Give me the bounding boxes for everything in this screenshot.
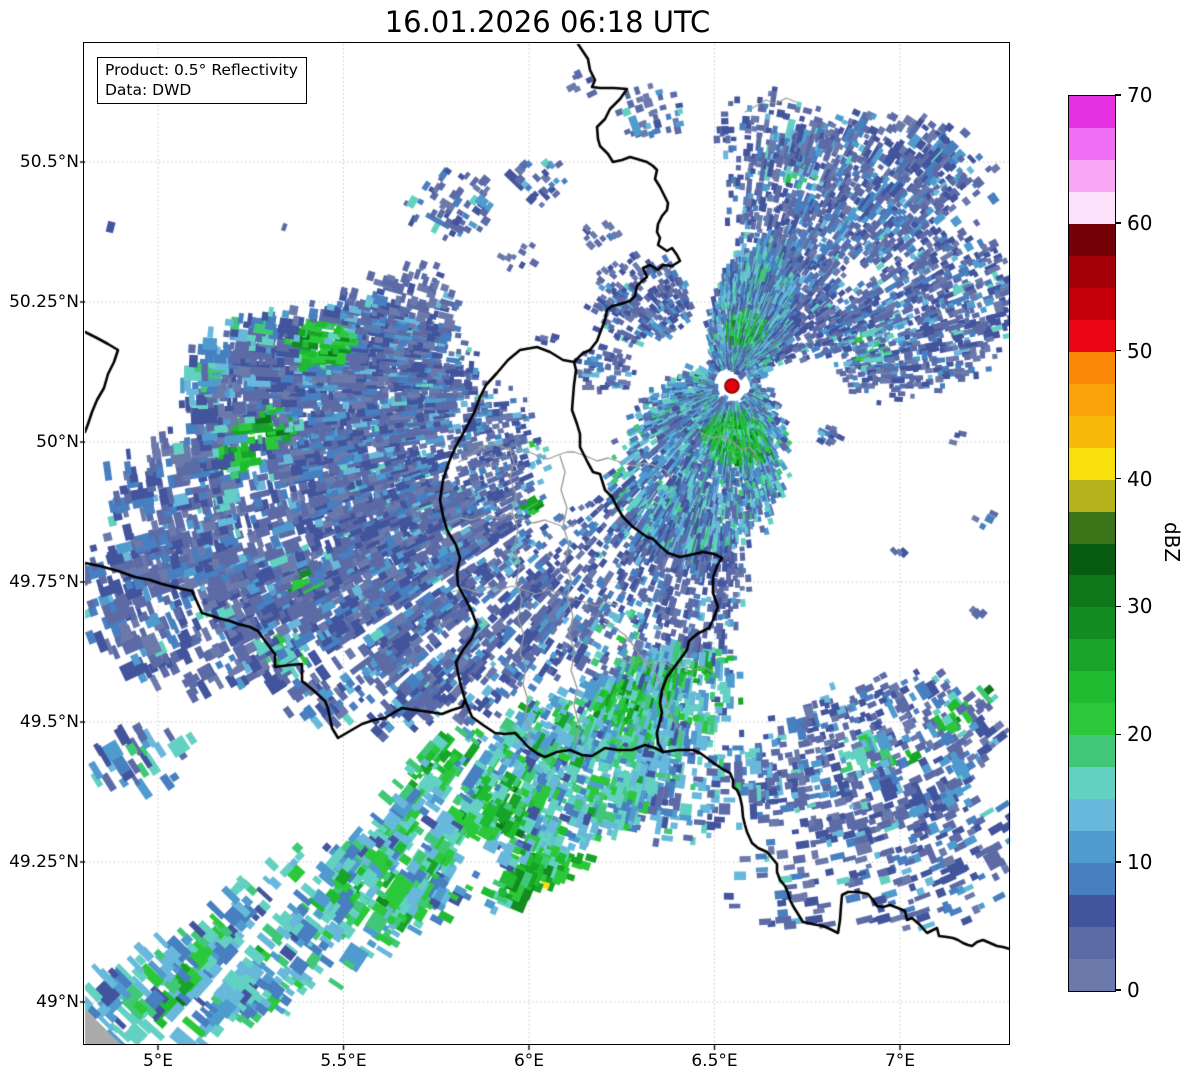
colorbar-segment — [1069, 766, 1115, 800]
colorbar-tick-label: 10 — [1127, 850, 1153, 875]
colorbar-segment — [1069, 447, 1115, 480]
colorbar-segment — [1069, 191, 1115, 224]
x-tick-label: 6°E — [513, 1051, 545, 1071]
data-source-line: Data: DWD — [105, 81, 192, 100]
colorbar-segment — [1069, 287, 1115, 320]
x-tick-label: 5°E — [142, 1051, 174, 1071]
colorbar-segment — [1069, 798, 1115, 832]
y-tick-label: 49.25°N — [9, 852, 79, 872]
colorbar-segment — [1069, 543, 1115, 576]
x-tick-label: 7°E — [884, 1051, 916, 1071]
colorbar-segment — [1069, 894, 1115, 928]
colorbar-segment — [1069, 255, 1115, 288]
colorbar-segment — [1069, 670, 1115, 704]
colorbar-segment — [1069, 734, 1115, 768]
colorbar-segment — [1069, 415, 1115, 448]
colorbar-segment — [1069, 574, 1115, 608]
colorbar-tick-label: 20 — [1127, 722, 1153, 747]
plot-title: 16.01.2026 06:18 UTC — [384, 5, 711, 39]
y-tick-label: 49.75°N — [9, 572, 79, 592]
colorbar-segment — [1069, 638, 1115, 672]
colorbar-segment — [1069, 319, 1115, 352]
colorbar-segment — [1069, 159, 1115, 192]
colorbar-tick-label: 50 — [1127, 338, 1153, 363]
colorbar-unit-label: dBZ — [1160, 521, 1185, 563]
colorbar-tick — [1115, 861, 1121, 863]
colorbar-segment — [1069, 383, 1115, 416]
colorbar-tick — [1115, 605, 1121, 608]
colorbar-segment — [1069, 351, 1115, 384]
colorbar-tick-label: 0 — [1127, 978, 1140, 1002]
y-tick-label: 50.25°N — [9, 292, 79, 312]
colorbar-tick — [1115, 222, 1121, 224]
colorbar-segment — [1069, 511, 1115, 544]
y-tick-label: 49°N — [36, 992, 79, 1012]
colorbar-tick — [1115, 94, 1121, 96]
colorbar — [1068, 95, 1116, 992]
colorbar-tick — [1115, 477, 1121, 480]
product-line: Product: 0.5° Reflectivity — [105, 61, 298, 79]
colorbar-segment — [1069, 958, 1115, 991]
y-tick-label: 49.5°N — [19, 712, 79, 732]
y-tick-label: 50.5°N — [19, 152, 79, 172]
colorbar-tick — [1115, 733, 1121, 735]
colorbar-segment — [1069, 95, 1115, 128]
colorbar-tick-label: 40 — [1127, 466, 1153, 491]
colorbar-segment — [1069, 830, 1115, 864]
colorbar-segment — [1069, 479, 1115, 512]
colorbar-tick-label: 60 — [1127, 210, 1153, 235]
colorbar-segment — [1069, 223, 1115, 256]
colorbar-segment — [1069, 926, 1115, 960]
colorbar-segment — [1069, 702, 1115, 736]
colorbar-tick — [1115, 989, 1121, 991]
colorbar-segment — [1069, 127, 1115, 160]
colorbar-tick-label: 30 — [1127, 594, 1153, 619]
colorbar-segment — [1069, 862, 1115, 896]
product-annotation-box: Product: 0.5° Reflectivity Data: DWD — [97, 57, 307, 105]
y-tick-label: 50°N — [36, 432, 79, 452]
colorbar-tick — [1115, 350, 1121, 352]
x-tick-label: 6.5°E — [691, 1051, 738, 1071]
colorbar-tick-label: 70 — [1127, 83, 1153, 107]
colorbar-segment — [1069, 606, 1115, 640]
x-tick-label: 5.5°E — [320, 1051, 367, 1071]
